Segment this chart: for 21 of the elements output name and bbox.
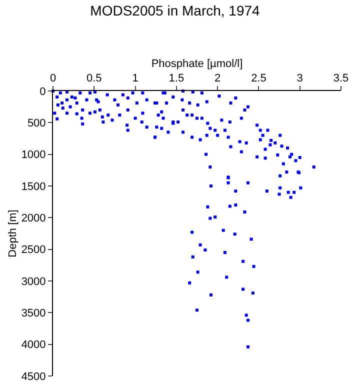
y-tick-label: 2500 [21,244,46,256]
y-tick-label: 2000 [21,212,46,225]
x-tick-label: 3.5 [333,72,349,85]
x-tick-label: 1.5 [168,72,184,85]
x-tick-label: 3 [296,72,303,85]
y-tick-label: 3000 [21,276,46,288]
x-tick-label: 2 [214,72,221,85]
y-tick-label: 1000 [21,149,46,162]
x-tick-label: 0.5 [86,72,102,85]
y-axis-title: Depth [m] [6,210,19,258]
chart-title: MODS2005 in March, 1974 [90,2,260,19]
x-tick-label: 0 [50,72,56,85]
y-tick-label: 500 [27,118,46,130]
x-tick-label: 2.5 [251,72,266,85]
y-tick-label: 0 [40,86,46,98]
y-tick-label: 4500 [21,370,46,383]
x-axis-title: Phosphate [µmol/l] [151,58,243,70]
x-tick-label: 1 [132,72,138,85]
y-tick-label: 3500 [21,308,46,320]
y-tick-label: 4000 [21,339,46,352]
y-tick-label: 1500 [21,180,46,193]
